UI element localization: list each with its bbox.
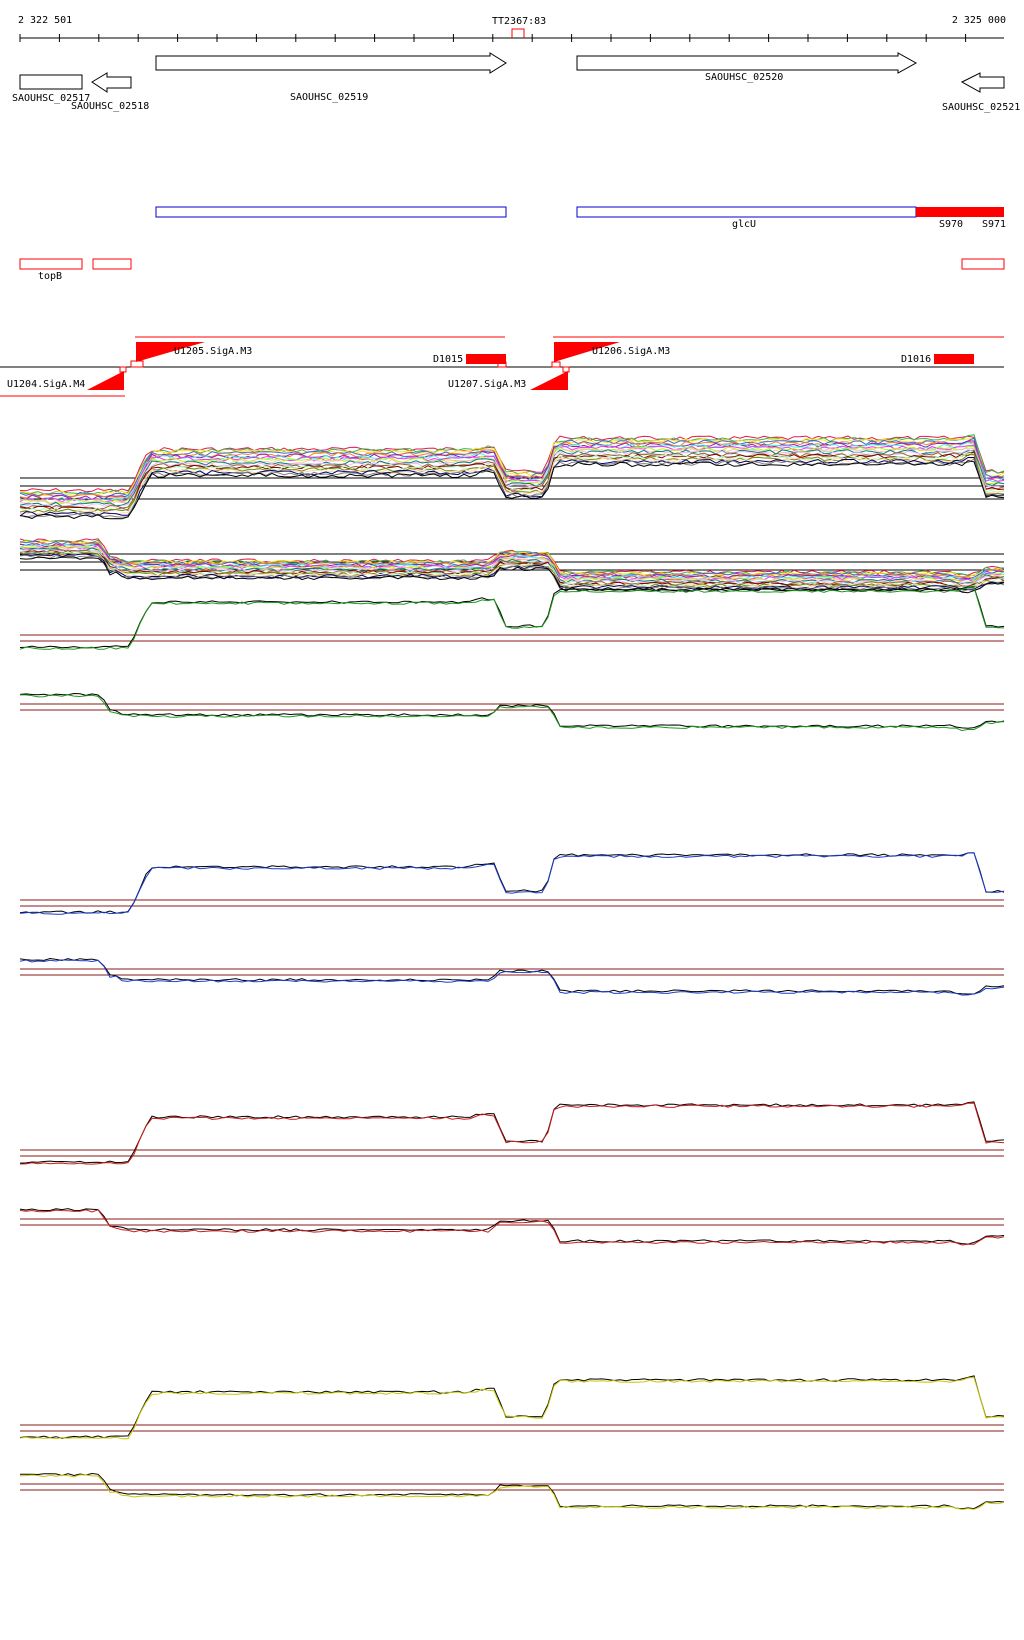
feature-red-box-3[interactable] <box>961 258 1005 270</box>
overview-reverse-trace <box>19 540 1005 578</box>
coordinate-ruler: 2 322 501 2 325 000 TT2367:83 <box>18 15 1006 42</box>
gene-label-02521: SAOUHSC_02521 <box>942 102 1020 113</box>
terminator-d1015-label: D1015 <box>433 354 463 365</box>
gene-arrow-02519[interactable] <box>155 52 507 74</box>
promoter-u1205-box <box>130 360 144 368</box>
gene-label-02520: SAOUHSC_02520 <box>705 72 783 83</box>
red-forward-trace-colored <box>19 1102 1005 1165</box>
promoter-u1206-label: U1206.SigA.M3 <box>592 346 670 357</box>
green-forward-trace-colored <box>19 586 1005 650</box>
overview-forward-trace <box>19 445 1005 503</box>
promoter-u1205-icon[interactable] <box>136 342 205 362</box>
gene-track: SAOUHSC_02517 SAOUHSC_02518 SAOUHSC_0251… <box>12 52 1020 113</box>
yellow-reverse-trace-black <box>19 1472 1005 1510</box>
blue-forward-trace-colored <box>19 852 1005 915</box>
promoter-u1204-label: U1204.SigA.M4 <box>7 379 85 390</box>
overview-reverse-trace <box>19 538 1005 576</box>
promoter-u1207-label: U1207.SigA.M3 <box>448 379 526 390</box>
gene-label-02519: SAOUHSC_02519 <box>290 92 368 103</box>
ruler-start-label: 2 322 501 <box>18 15 72 26</box>
yellow-forward-trace-black <box>19 1375 1005 1439</box>
green-forward-panel <box>19 586 1005 650</box>
expression-tracks <box>19 434 1005 1511</box>
label-S970: S970 <box>939 219 963 230</box>
cds-box-glcU[interactable] <box>576 206 917 218</box>
overview-forward-trace <box>19 460 1005 520</box>
label-topB: topB <box>38 271 62 282</box>
feature-red-box-2[interactable] <box>92 258 132 270</box>
blue-reverse-panel <box>19 957 1005 996</box>
gene-arrow-02521[interactable] <box>960 72 1005 93</box>
gene-arrow-02520[interactable] <box>576 52 918 74</box>
gene-label-02517: SAOUHSC_02517 <box>12 93 90 104</box>
yellow-reverse-trace-colored <box>19 1474 1005 1511</box>
green-forward-trace-black <box>19 586 1005 649</box>
gene-box-02517[interactable] <box>19 74 83 90</box>
red-reverse-panel <box>19 1208 1005 1246</box>
overview-panel-forward <box>19 434 1005 520</box>
promoter-u1207-icon[interactable] <box>530 371 568 390</box>
red-reverse-trace-colored <box>19 1209 1005 1246</box>
blue-forward-trace-black <box>19 852 1005 914</box>
overview-reverse-trace <box>19 543 1005 581</box>
overview-panel-reverse <box>19 538 1005 594</box>
promoter-u1207-box <box>562 366 570 373</box>
terminator-d1015-block[interactable] <box>466 354 506 364</box>
ruler-ticks <box>19 34 967 42</box>
gene-label-02518: SAOUHSC_02518 <box>71 101 149 112</box>
blue-reverse-trace-black <box>19 957 1005 995</box>
promoter-u1206-box <box>551 361 561 368</box>
red-reverse-trace-black <box>19 1208 1005 1245</box>
blue-reverse-trace-colored <box>19 959 1005 996</box>
green-reverse-trace-black <box>19 692 1005 729</box>
overview-forward-trace <box>19 435 1005 493</box>
annotation-track: glcU S970 S971 topB <box>19 206 1006 282</box>
blue-forward-panel <box>19 852 1005 915</box>
promoter-u1206-icon[interactable] <box>554 342 620 362</box>
ruler-end-label: 2 325 000 <box>952 15 1006 26</box>
promoter-track: U1205.SigA.M3 U1204.SigA.M4 U1206.SigA.M… <box>0 336 1004 397</box>
red-forward-panel <box>19 1101 1005 1165</box>
green-reverse-panel <box>19 692 1005 732</box>
overview-forward-trace <box>20 445 1005 505</box>
overview-forward-trace <box>19 438 1005 496</box>
terminator-d1015-box <box>497 361 507 368</box>
feature-topB[interactable] <box>19 258 83 270</box>
terminator-d1016-label: D1016 <box>901 354 931 365</box>
red-forward-trace-black <box>19 1101 1005 1164</box>
overview-forward-trace <box>19 452 1005 513</box>
promoter-u1204-icon[interactable] <box>87 371 124 390</box>
overview-reverse-trace <box>19 548 1005 586</box>
green-reverse-trace-colored <box>20 694 1004 732</box>
terminator-marker[interactable] <box>511 28 525 38</box>
yellow-reverse-panel <box>19 1472 1005 1511</box>
label-glcU: glcU <box>732 219 756 230</box>
terminator-d1016-block[interactable] <box>934 354 974 364</box>
srna-block-s970-s971[interactable] <box>916 207 1004 217</box>
yellow-forward-panel <box>19 1375 1005 1440</box>
label-S971: S971 <box>982 219 1006 230</box>
promoter-u1205-label: U1205.SigA.M3 <box>174 346 252 357</box>
promoter-u1204-box <box>119 366 127 373</box>
yellow-forward-trace-colored <box>19 1376 1005 1440</box>
terminator-label: TT2367:83 <box>492 16 546 27</box>
cds-box-02519[interactable] <box>155 206 507 218</box>
overview-forward-trace <box>19 458 1005 518</box>
gene-arrow-02518[interactable] <box>91 72 132 93</box>
